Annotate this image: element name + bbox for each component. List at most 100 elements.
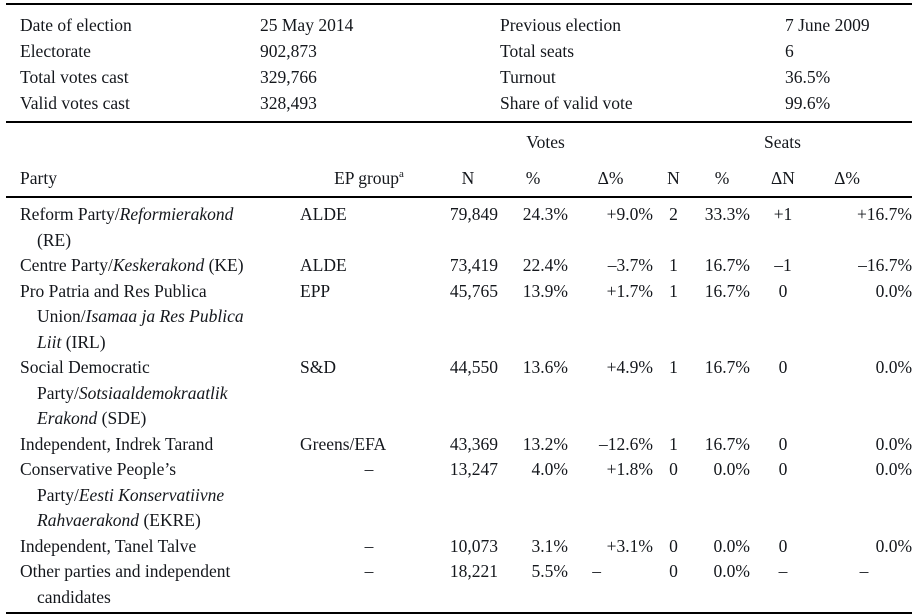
votes-delta-pct-cell: +9.0% — [606, 204, 653, 224]
votes-n-cell: 10,073 — [449, 535, 498, 556]
seats-pct-header: % — [694, 153, 750, 198]
meta-value: 99.6% — [785, 93, 831, 113]
seats-delta-n-header: ΔN — [750, 153, 816, 198]
party-cell: Conservative People’s Party/Eesti Konser… — [6, 457, 300, 534]
ep-group-cell: EPP — [300, 280, 331, 301]
votes-n-cell: 45,765 — [449, 280, 498, 301]
votes-pct-cell: 5.5% — [531, 561, 568, 581]
votes-group-header: Votes — [526, 132, 565, 152]
seats-n-cell: 0 — [669, 459, 678, 479]
seats-pct-cell: 0.0% — [713, 535, 750, 556]
table-row: Independent, Indrek Tarand Greens/EFA 43… — [6, 432, 912, 458]
votes-n-cell: 43,369 — [449, 433, 498, 454]
seats-n-cell: 2 — [669, 204, 678, 224]
meta-value: 7 June 2009 — [785, 15, 870, 35]
seats-pct-cell: 0.0% — [713, 561, 750, 581]
votes-delta-pct-cell: – — [592, 561, 601, 581]
meta-label: Valid votes cast — [20, 93, 130, 113]
party-native-name: Keskerakond — [112, 255, 205, 275]
ep-group-column-header: EP groupa — [300, 153, 438, 198]
meta-label: Turnout — [500, 67, 556, 87]
party-abbrev: (EKRE) — [139, 510, 201, 530]
ep-group-header-text: EP group — [334, 168, 400, 188]
party-cell: Centre Party/Keskerakond (KE) — [6, 253, 300, 279]
party-cell: Independent, Indrek Tarand — [6, 432, 300, 458]
party-abbrev: (RE) — [37, 229, 72, 250]
votes-pct-cell: 13.9% — [522, 280, 568, 301]
votes-delta-pct-cell: +3.1% — [606, 535, 653, 556]
votes-delta-pct-cell: –3.7% — [607, 255, 653, 275]
votes-n-cell: 18,221 — [449, 561, 498, 581]
ep-group-cell: Greens/EFA — [300, 433, 387, 454]
seats-delta-n-cell: +1 — [773, 204, 793, 224]
seats-group-header: Seats — [764, 132, 801, 152]
ep-group-cell: S&D — [300, 357, 336, 377]
meta-label: Date of election — [20, 15, 132, 35]
seats-n-header: N — [653, 153, 694, 198]
meta-value: 36.5% — [785, 67, 831, 87]
seats-delta-n-cell: 0 — [778, 280, 788, 301]
party-name-text: Centre Party/ — [20, 255, 113, 275]
party-name-text: Independent, Indrek Tarand — [20, 433, 214, 454]
meta-label: Electorate — [20, 41, 91, 61]
seats-pct-cell: 0.0% — [713, 459, 750, 479]
seats-pct-cell: 33.3% — [704, 204, 750, 224]
party-cell: Pro Patria and Res Publica Union/Isamaa … — [6, 279, 300, 356]
votes-pct-cell: 4.0% — [531, 459, 568, 479]
meta-label: Total seats — [500, 41, 575, 61]
table-row: Conservative People’s Party/Eesti Konser… — [6, 457, 912, 534]
votes-pct-header: % — [498, 153, 568, 198]
column-header-row: Party EP groupa N % Δ% N % ΔN Δ% — [6, 153, 913, 198]
party-cell: Reform Party/Reformierakond (RE) — [6, 197, 300, 253]
votes-delta-pct-cell: +1.8% — [606, 459, 653, 479]
meta-value: 902,873 — [260, 41, 317, 61]
seats-delta-n-cell: 0 — [778, 433, 788, 454]
party-name-text: Conservative People’s Party/ — [20, 459, 177, 505]
seats-delta-pct-cell: – — [859, 561, 869, 581]
party-cell: Social Democratic Party/Sotsiaaldemokraa… — [6, 355, 300, 432]
seats-pct-cell: 16.7% — [704, 255, 750, 275]
votes-n-cell: 79,849 — [449, 204, 498, 224]
seats-n-cell: 0 — [669, 535, 678, 556]
seats-n-cell: 1 — [669, 280, 678, 301]
votes-delta-pct-cell: –12.6% — [599, 433, 653, 454]
results-table: Votes Seats Party EP groupa N % Δ% N % Δ… — [6, 123, 913, 614]
votes-delta-pct-cell: +4.9% — [606, 357, 653, 377]
seats-delta-n-cell: 0 — [778, 459, 788, 479]
seats-delta-n-cell: – — [778, 561, 788, 581]
meta-value: 25 May 2014 — [260, 15, 354, 35]
seats-pct-cell: 16.7% — [704, 280, 750, 301]
election-summary-block: Date of election 25 May 2014 Previous el… — [6, 3, 912, 123]
votes-pct-cell: 3.1% — [531, 535, 568, 556]
votes-n-cell: 13,247 — [449, 459, 498, 479]
party-native-name: Sotsiaaldemokraatlik Erakond — [37, 382, 228, 429]
seats-delta-pct-cell: 0.0% — [875, 280, 913, 301]
group-header-row: Votes Seats — [6, 123, 912, 153]
ep-group-cell: ALDE — [300, 204, 347, 224]
votes-pct-cell: 13.2% — [522, 433, 568, 454]
votes-n-cell: 44,550 — [449, 357, 498, 377]
party-name-text: Social Democratic Party/ — [20, 357, 150, 403]
seats-delta-n-cell: –1 — [774, 255, 792, 275]
party-abbrev: (IRL) — [61, 331, 106, 352]
ep-group-cell: – — [364, 535, 374, 556]
seats-delta-n-cell: 0 — [778, 535, 788, 556]
party-name-text: Other parties and independent candidates — [20, 561, 231, 607]
votes-delta-pct-header: Δ% — [568, 153, 653, 198]
ep-group-cell: ALDE — [300, 255, 347, 275]
meta-label: Total votes cast — [20, 67, 129, 87]
party-name-text: Independent, Tanel Talve — [20, 535, 197, 556]
meta-value: 328,493 — [260, 93, 317, 113]
party-cell: Other parties and independent candidates — [6, 559, 300, 613]
election-summary-grid: Date of election 25 May 2014 Previous el… — [20, 12, 912, 116]
seats-delta-pct-cell: 0.0% — [875, 535, 913, 556]
party-abbrev: (SDE) — [97, 408, 147, 428]
ep-group-cell: – — [364, 561, 374, 581]
table-row: Reform Party/Reformierakond (RE) ALDE 79… — [6, 197, 912, 253]
party-native-name: Isamaa ja Res Publica Liit — [37, 306, 244, 352]
ep-group-cell: – — [364, 459, 374, 479]
party-name-text: Reform Party/ — [20, 204, 120, 224]
table-row: Social Democratic Party/Sotsiaaldemokraa… — [6, 355, 912, 432]
table-row: Other parties and independent candidates… — [6, 559, 912, 613]
